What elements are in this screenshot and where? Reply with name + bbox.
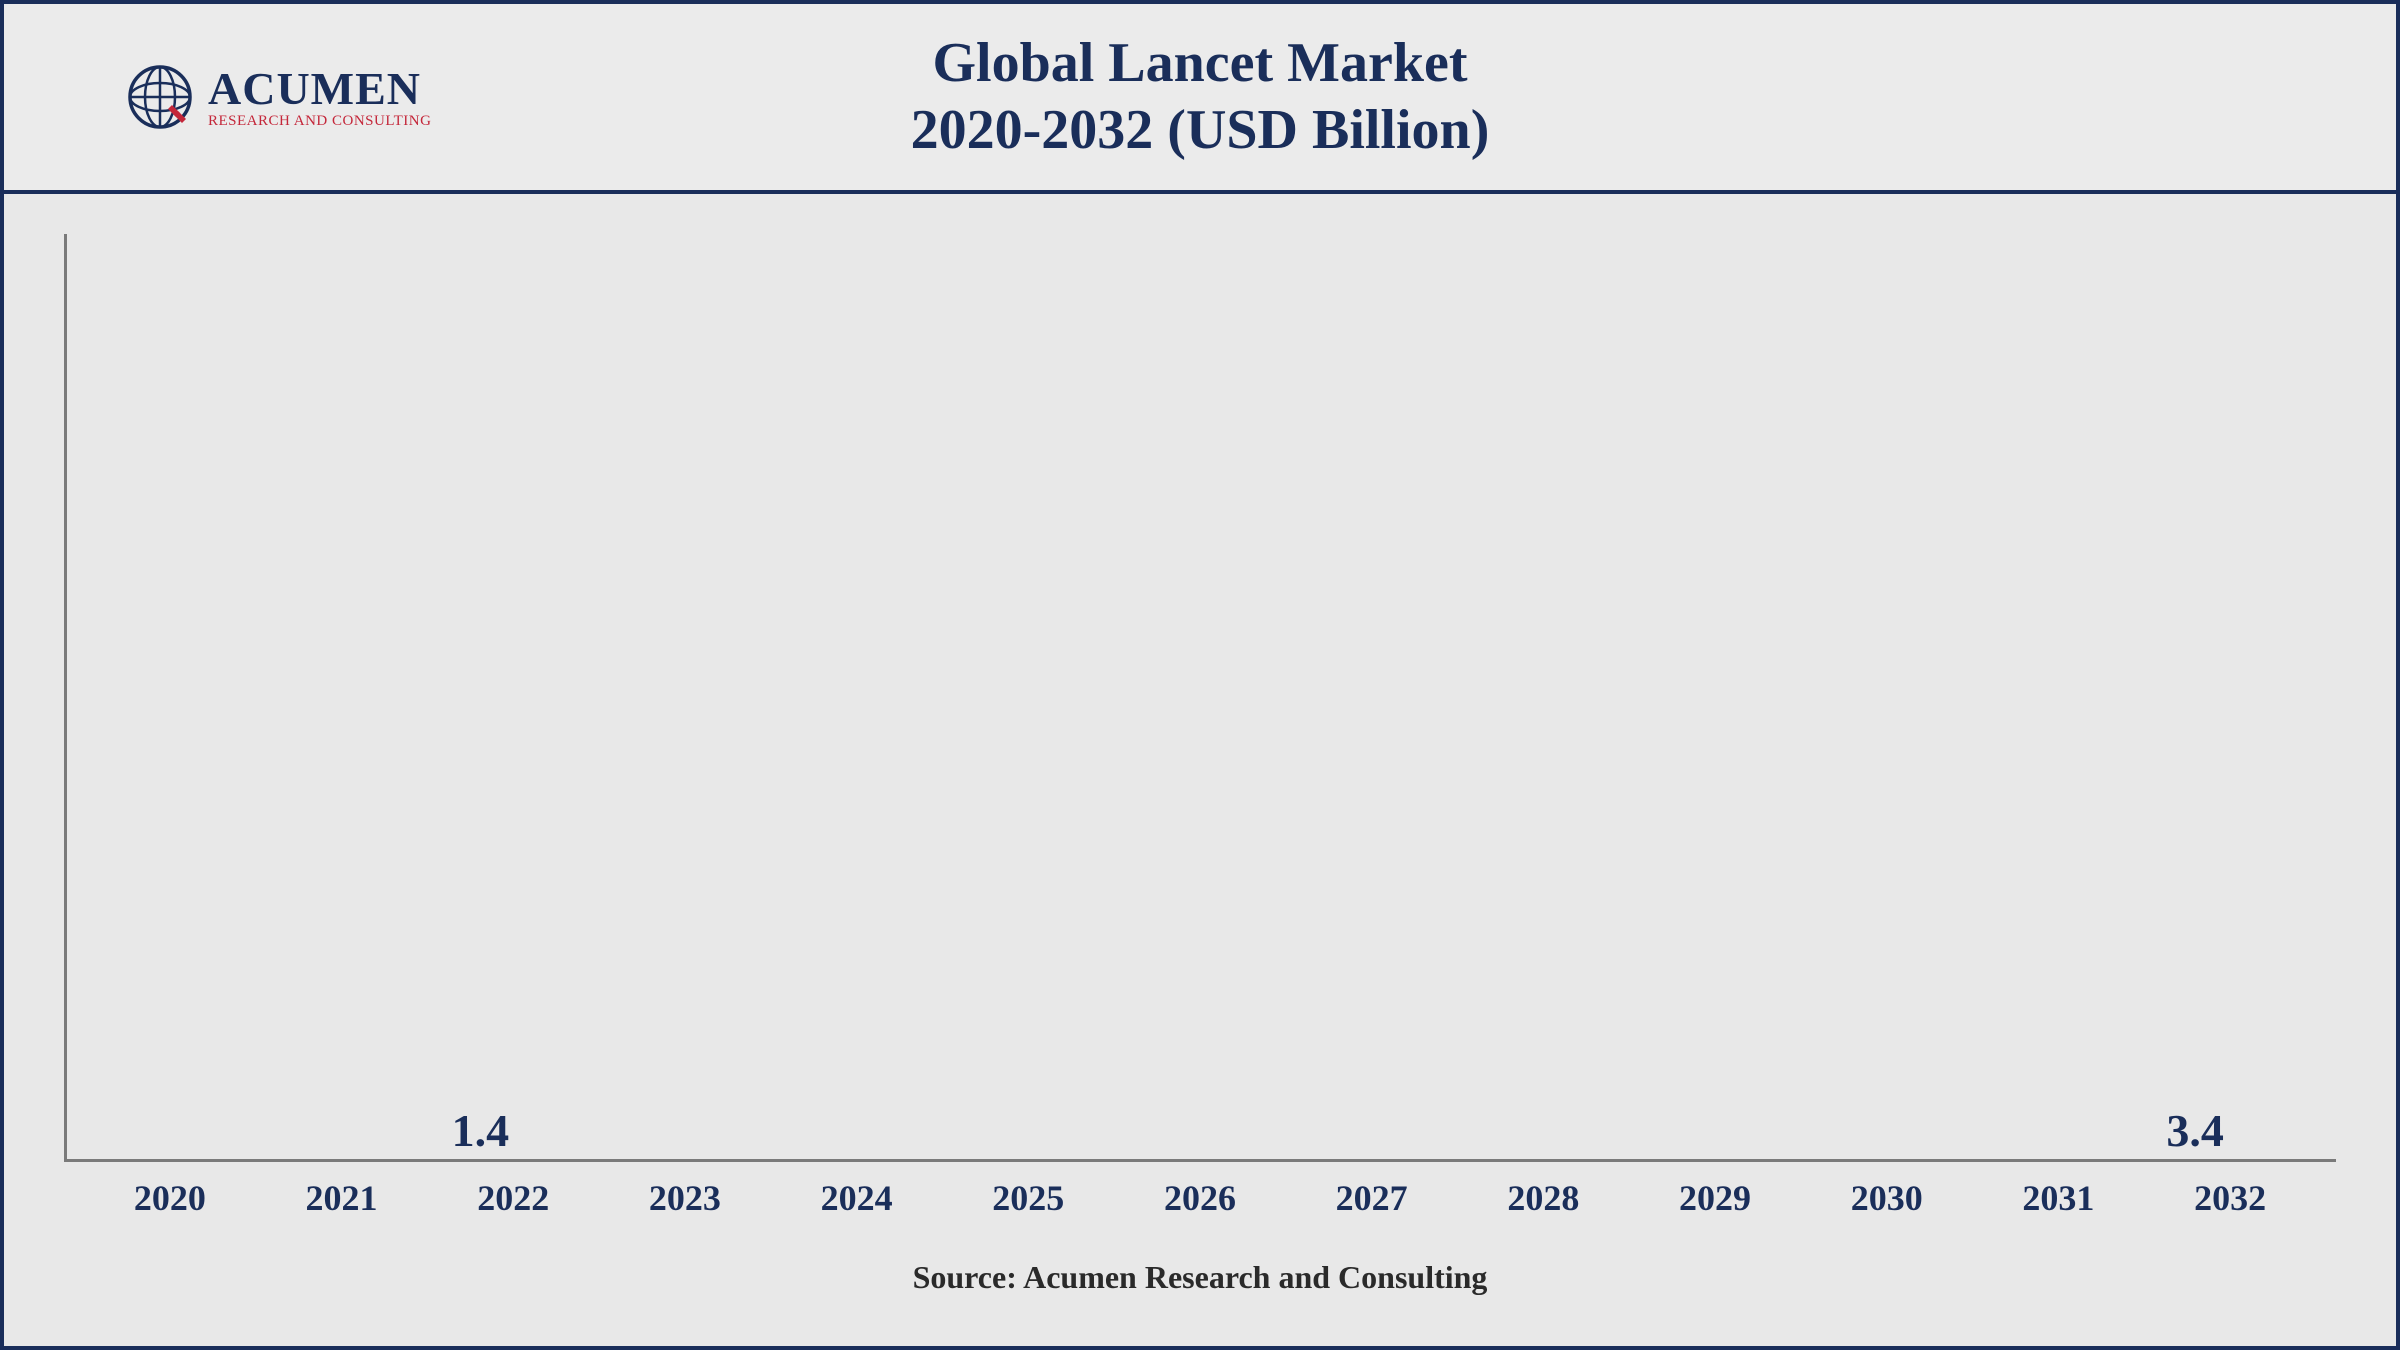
chart-frame: ACUMEN RESEARCH AND CONSULTING Global La… — [0, 0, 2400, 1350]
x-axis-label: 2028 — [1458, 1177, 1630, 1219]
bar-value-label: 3.4 — [2166, 1104, 2224, 1157]
logo-name: ACUMEN — [208, 66, 431, 112]
x-axis-label: 2020 — [84, 1177, 256, 1219]
chart-area: 1.43.4 202020212022202320242025202620272… — [4, 194, 2396, 1346]
x-axis-label: 2027 — [1286, 1177, 1458, 1219]
x-axis-label: 2022 — [427, 1177, 599, 1219]
x-axis-label: 2031 — [1973, 1177, 2145, 1219]
source-attribution: Source: Acumen Research and Consulting — [64, 1259, 2336, 1296]
x-axis-label: 2023 — [599, 1177, 771, 1219]
x-axis-label: 2021 — [256, 1177, 428, 1219]
x-axis-label: 2026 — [1114, 1177, 1286, 1219]
plot-region: 1.4 3.4 — [64, 234, 2336, 1162]
x-axis-labels: 2020202120222023202420252026202720282029… — [64, 1177, 2336, 1219]
bar-value-label: 1.4 — [452, 1104, 510, 1157]
logo: ACUMEN RESEARCH AND CONSULTING — [124, 61, 431, 133]
x-axis-label: 2025 — [942, 1177, 1114, 1219]
logo-text: ACUMEN RESEARCH AND CONSULTING — [208, 66, 431, 129]
x-axis-label: 2024 — [771, 1177, 943, 1219]
header-section: ACUMEN RESEARCH AND CONSULTING Global La… — [4, 4, 2396, 194]
x-axis-label: 2029 — [1629, 1177, 1801, 1219]
logo-tagline: RESEARCH AND CONSULTING — [208, 114, 431, 129]
bars-container: 1.4 3.4 — [67, 234, 2336, 1159]
logo-globe-icon — [124, 61, 196, 133]
x-axis-label: 2032 — [2144, 1177, 2316, 1219]
x-axis-label: 2030 — [1801, 1177, 1973, 1219]
